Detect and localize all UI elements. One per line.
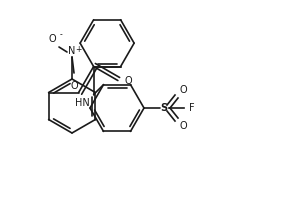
Text: S: S (160, 103, 168, 113)
Text: N: N (68, 46, 76, 56)
Text: O: O (70, 81, 78, 91)
Text: O: O (125, 75, 132, 85)
Text: O: O (179, 85, 187, 95)
Text: O: O (48, 34, 56, 44)
Text: +: + (75, 45, 81, 54)
Text: -: - (60, 31, 62, 40)
Text: HN: HN (75, 98, 90, 107)
Text: O: O (179, 121, 187, 131)
Text: F: F (189, 103, 195, 113)
